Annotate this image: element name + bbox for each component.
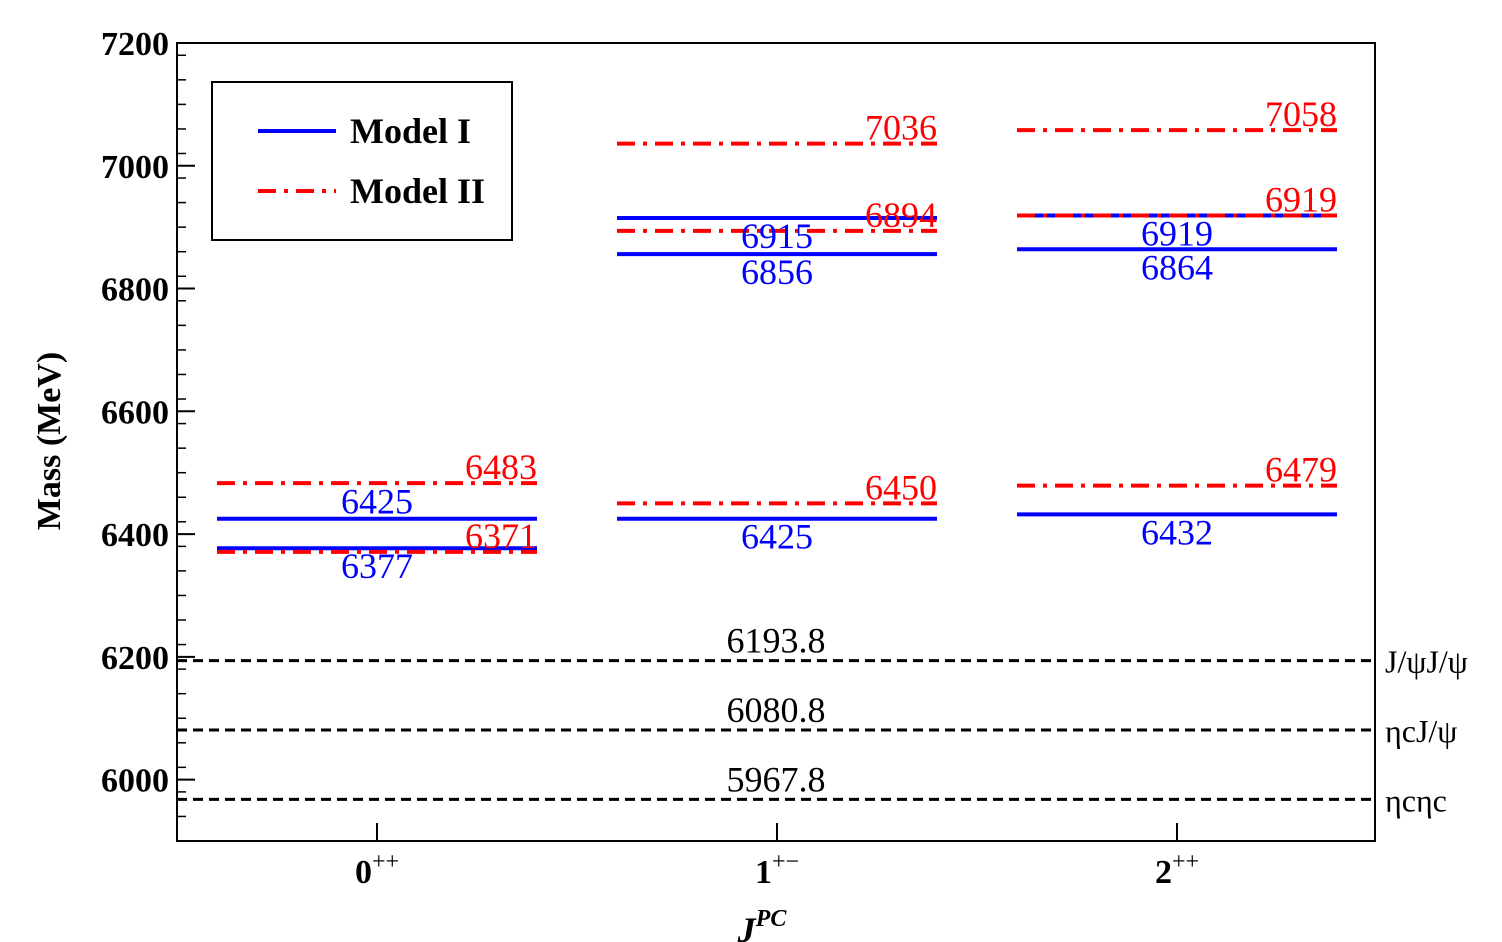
y-tick-label: 6000 xyxy=(101,763,169,800)
model-2-level-label: 6479 xyxy=(1265,450,1337,490)
y-tick-label: 7000 xyxy=(101,149,169,186)
x-category-base: 0 xyxy=(355,854,372,891)
model-1-level-label: 6915 xyxy=(741,216,813,256)
y-tick-label: 7200 xyxy=(101,26,169,63)
mass-levels xyxy=(217,128,1337,554)
threshold-value-label: 6080.8 xyxy=(727,690,826,730)
y-tick-label: 6600 xyxy=(101,394,169,431)
threshold-channel-label: J/ψJ/ψ xyxy=(1385,644,1468,680)
level-labels: 6377642564256856691564326864691963716483… xyxy=(341,94,1337,586)
threshold-value-label: 5967.8 xyxy=(727,759,826,799)
x-category-base: 2 xyxy=(1155,854,1172,891)
model-1-level-label: 6864 xyxy=(1141,247,1213,287)
y-tick-label: 6800 xyxy=(101,272,169,309)
legend: Model I Model II xyxy=(211,81,513,241)
x-category-superscript: +− xyxy=(772,849,799,875)
x-category-label: 2++ xyxy=(1155,849,1199,891)
model-1-level-label: 6425 xyxy=(741,517,813,557)
model-2-level-label: 6450 xyxy=(865,467,937,507)
model-2-level-label: 6919 xyxy=(1265,179,1337,219)
x-category-label: 0++ xyxy=(355,849,399,891)
model-1-level-label: 6856 xyxy=(741,252,813,292)
model-2-level-label: 7036 xyxy=(865,108,937,148)
x-axis-title-superscript: PC xyxy=(755,906,788,932)
threshold-value-label: 6193.8 xyxy=(727,621,826,661)
model-1-level-label: 6432 xyxy=(1141,512,1213,552)
threshold-lines: 6193.8 J/ψJ/ψ 6080.8 ηcJ/ψ 5967.8 ηcηc xyxy=(177,621,1468,818)
x-category-base: 1 xyxy=(755,854,772,891)
y-tick-label: 6200 xyxy=(101,640,169,677)
legend-label-model-2: Model II xyxy=(350,171,485,211)
model-2-level-label: 6371 xyxy=(465,516,537,556)
threshold-channel-label: ηcηc xyxy=(1385,782,1447,818)
x-category-superscript: ++ xyxy=(372,849,399,875)
model-2-level-label: 6483 xyxy=(465,447,537,487)
x-category-superscript: ++ xyxy=(1172,849,1199,875)
model-2-level-label: 7058 xyxy=(1265,94,1337,134)
threshold-channel-label: ηcJ/ψ xyxy=(1385,713,1457,749)
y-tick-label: 6400 xyxy=(101,517,169,554)
x-axis-title-main: J xyxy=(737,910,757,942)
x-category-label: 1+− xyxy=(755,849,799,891)
y-axis-title: Mass (MeV) xyxy=(31,352,68,530)
legend-box xyxy=(211,81,513,241)
legend-label-model-1: Model I xyxy=(350,111,471,151)
x-axis-title: JPC xyxy=(737,906,788,942)
model-2-level-label: 6894 xyxy=(865,195,937,235)
model-1-level-label: 6377 xyxy=(341,546,413,586)
model-1-level-label: 6425 xyxy=(341,482,413,522)
model-1-level-label: 6919 xyxy=(1141,213,1213,253)
